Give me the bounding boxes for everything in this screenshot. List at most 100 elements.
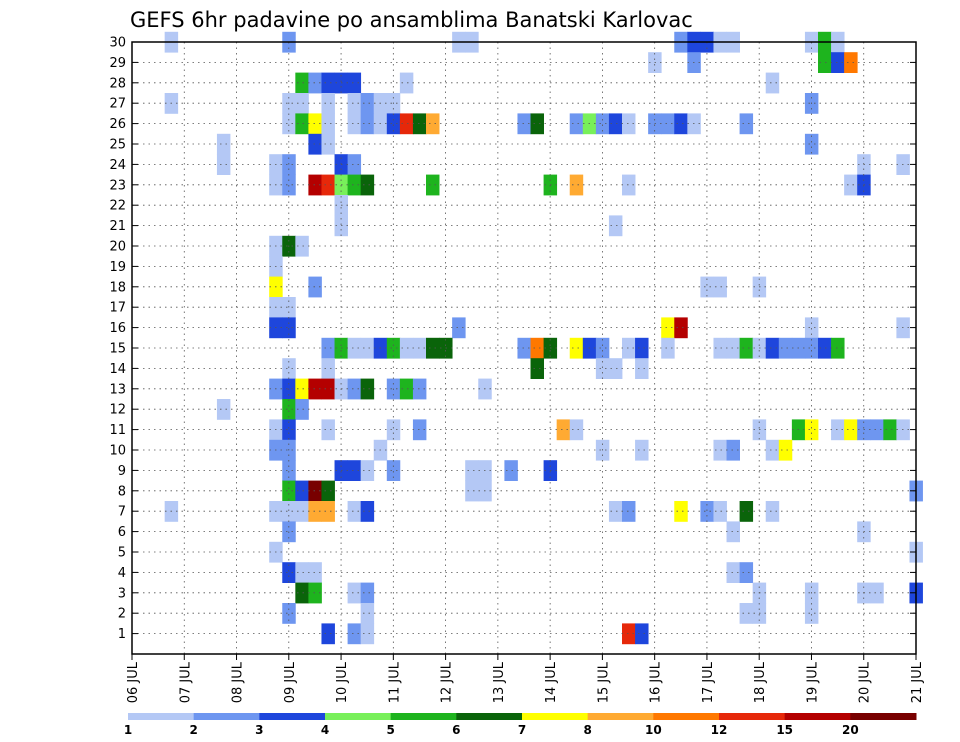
heatmap-cell (504, 460, 518, 481)
heatmap-cell (386, 337, 401, 359)
heatmap-cell (347, 378, 362, 400)
heatmap-cell (308, 480, 322, 502)
heatmap-cell (726, 562, 740, 583)
y-tick-label: 19 (109, 260, 126, 275)
heatmap-cell (804, 133, 819, 155)
heatmap-cell (216, 133, 231, 155)
heatmap-cell (282, 480, 296, 502)
heatmap-cell (635, 623, 649, 645)
heatmap-cell (295, 235, 309, 257)
legend-swatch (784, 713, 851, 720)
y-tick-label: 8 (118, 484, 126, 499)
heatmap-cell (726, 439, 740, 461)
heatmap-cell (608, 358, 623, 379)
heatmap-cell (360, 93, 375, 114)
heatmap-cell (308, 562, 322, 583)
heatmap-cell (282, 603, 296, 624)
heatmap-cell (282, 562, 296, 583)
legend: 1 2 3 4 5 6 7 8 10 12 15 20 (124, 713, 917, 737)
heatmap-cell (595, 113, 610, 135)
heatmap-cell (282, 154, 296, 175)
legend-swatch (587, 713, 654, 720)
heatmap-cell (426, 337, 440, 359)
heatmap-cell (360, 174, 375, 196)
heatmap-cell (595, 337, 610, 359)
heatmap-cell (452, 317, 466, 339)
heatmap-cell (308, 276, 322, 298)
heatmap-cell (713, 337, 727, 359)
heatmap-cell (674, 501, 688, 522)
legend-label: 15 (776, 723, 793, 737)
heatmap-cell (765, 501, 780, 522)
heatmap-cell (347, 154, 362, 175)
legend-label: 8 (583, 723, 591, 737)
heatmap-cell (347, 93, 362, 114)
heatmap-cell (556, 419, 571, 441)
heatmap-cell (765, 72, 780, 94)
y-tick-label: 24 (109, 158, 126, 173)
heatmap-cell (426, 113, 440, 135)
heatmap-cell (465, 460, 479, 481)
heatmap-cell (295, 113, 309, 135)
heatmap-cell (726, 521, 740, 543)
heatmap-cell (622, 501, 636, 522)
heatmap-cell (308, 582, 322, 604)
heatmap-cell (321, 480, 335, 502)
heatmap-cell (804, 603, 819, 624)
x-tick-label: 11 JUL (387, 661, 402, 703)
heatmap-cell (739, 501, 754, 522)
legend-label: 10 (645, 723, 662, 737)
heatmap-cell (778, 439, 793, 461)
heatmap-cell (347, 174, 362, 196)
y-tick-label: 1 (118, 627, 126, 642)
heatmap-cell (360, 378, 375, 400)
y-tick-label: 12 (109, 403, 126, 418)
heatmap-cell (321, 337, 335, 359)
heatmap-cell (282, 113, 296, 135)
y-tick-label: 17 (109, 301, 126, 316)
y-tick-label: 4 (118, 566, 126, 581)
y-tick-label: 16 (109, 321, 126, 336)
heatmap-cell (360, 623, 375, 645)
heatmap-cell (321, 93, 335, 114)
heatmap-cell (608, 113, 623, 135)
y-tick-label: 22 (109, 199, 126, 214)
x-tick-label: 19 JUL (805, 661, 820, 703)
heatmap-cell (282, 419, 296, 441)
heatmap-cell (595, 358, 610, 379)
heatmap-cell (216, 154, 231, 175)
heatmap-cell (844, 419, 858, 441)
heatmap-cell (412, 337, 427, 359)
heatmap-cell (831, 337, 845, 359)
heatmap-cell (426, 174, 440, 196)
legend-label: 1 (124, 723, 132, 737)
heatmap-cell (622, 174, 636, 196)
heatmap-cell (530, 358, 544, 379)
heatmap-cell (321, 133, 335, 155)
heatmap-cell (321, 378, 335, 400)
y-tick-label: 11 (109, 423, 126, 438)
y-tick-label: 21 (109, 219, 126, 234)
heatmap-cell (635, 358, 649, 379)
heatmap-cell (308, 174, 322, 196)
heatmap-cell (399, 72, 414, 94)
x-tick-label: 08 JUL (231, 661, 246, 703)
heatmap-cell (321, 358, 335, 379)
heatmap-cell (399, 337, 414, 359)
heatmap-cell (739, 337, 754, 359)
x-tick-label: 21 JUL (910, 661, 925, 703)
legend-label: 3 (255, 723, 263, 737)
y-tick-label: 30 (109, 36, 126, 51)
x-tick-label: 16 JUL (649, 661, 664, 703)
heatmap-cell (700, 276, 714, 298)
grid-layer (132, 41, 916, 654)
heatmap-cell (883, 419, 897, 441)
heatmap-cell (569, 174, 584, 196)
legend-label: 2 (189, 723, 197, 737)
heatmap-cell (713, 439, 727, 461)
heatmap-cell (386, 113, 401, 135)
heatmap-cell (804, 419, 819, 441)
heatmap-cell (739, 603, 754, 624)
legend-swatch (390, 713, 457, 720)
